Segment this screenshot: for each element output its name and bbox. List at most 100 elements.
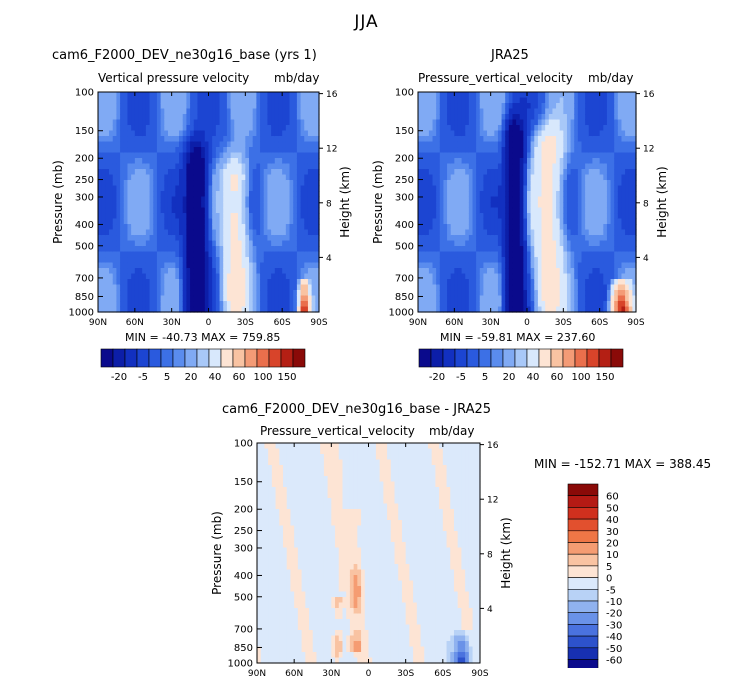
field-cell — [454, 306, 459, 313]
field-cell — [548, 306, 554, 313]
field-cell — [296, 218, 302, 225]
field-cell — [436, 207, 441, 214]
colorbar-swatch — [124, 348, 138, 368]
field-cell — [592, 257, 597, 264]
field-cell — [556, 158, 561, 165]
field-cell — [260, 97, 265, 104]
field-cell — [490, 229, 495, 236]
field-cell — [249, 246, 254, 253]
field-cell — [293, 136, 298, 143]
field-cell — [230, 130, 235, 137]
field-cell — [614, 92, 619, 99]
field-cell — [164, 97, 169, 104]
field-cell — [588, 158, 593, 165]
field-cell — [167, 262, 173, 269]
field-cell — [226, 301, 232, 308]
field-cell — [257, 514, 262, 521]
field-cell — [164, 196, 169, 203]
field-cell — [245, 196, 250, 203]
field-cell — [596, 284, 601, 291]
field-cell — [271, 130, 276, 137]
field-cell — [245, 147, 250, 154]
field-cell — [534, 224, 539, 231]
field-cell — [483, 92, 488, 99]
field-cell — [628, 202, 633, 209]
colorbar-swatch — [550, 348, 564, 368]
x-tick-label: 60S — [274, 318, 291, 328]
field-cell — [296, 130, 302, 137]
field-cell — [606, 273, 612, 280]
field-cell — [512, 273, 517, 280]
field-cell — [116, 235, 121, 242]
field-cell — [512, 130, 517, 137]
field-cell — [285, 257, 291, 264]
field-cell — [512, 284, 517, 291]
field-cell — [443, 306, 448, 313]
field-cell — [167, 163, 173, 170]
field-cell — [632, 301, 637, 308]
field-cell — [454, 97, 459, 104]
field-cell — [577, 301, 583, 308]
field-cell — [599, 235, 604, 242]
field-cell — [588, 290, 593, 297]
field-cell — [112, 163, 118, 170]
field-cell — [610, 268, 615, 275]
field-cell — [260, 290, 265, 297]
field-cell — [134, 136, 140, 143]
field-cell — [252, 295, 257, 302]
field-cell — [476, 108, 481, 115]
field-cell — [534, 290, 539, 297]
field-cell — [428, 218, 434, 225]
field-cell — [171, 97, 176, 104]
field-cell — [483, 284, 488, 291]
field-cell — [428, 136, 434, 143]
field-cell — [454, 257, 459, 264]
field-cell — [186, 147, 191, 154]
field-cell — [120, 262, 125, 269]
field-cell — [617, 207, 623, 214]
field-cell — [581, 251, 586, 258]
field-cell — [603, 295, 608, 302]
field-cell — [432, 185, 437, 192]
field-cell — [610, 163, 615, 170]
field-cell — [450, 268, 455, 275]
field-cell — [160, 218, 165, 225]
field-cell — [574, 108, 579, 115]
field-cell — [274, 196, 280, 203]
field-cell — [425, 147, 430, 154]
field-cell — [215, 257, 221, 264]
field-cell — [98, 92, 103, 99]
field-cell — [252, 180, 257, 187]
field-cell — [439, 152, 445, 159]
field-cell — [432, 268, 437, 275]
field-cell — [534, 202, 539, 209]
field-cell — [156, 163, 162, 170]
field-cell — [112, 196, 118, 203]
field-cell — [153, 196, 158, 203]
field-cell — [479, 147, 484, 154]
field-cell — [614, 191, 619, 198]
field-cell — [289, 158, 294, 165]
field-cell — [197, 191, 202, 198]
field-cell — [545, 218, 550, 225]
field-cell — [581, 92, 586, 99]
field-cell — [599, 147, 604, 154]
field-cell — [566, 103, 572, 110]
field-cell — [271, 119, 276, 126]
field-cell — [101, 273, 106, 280]
field-cell — [245, 185, 250, 192]
field-cell — [311, 152, 316, 159]
field-cell — [621, 196, 626, 203]
field-cell — [109, 218, 114, 225]
field-cell — [171, 257, 176, 264]
field-cell — [425, 229, 430, 236]
field-cell — [260, 152, 265, 159]
field-cell — [494, 152, 499, 159]
field-cell — [278, 213, 283, 220]
field-cell — [418, 191, 423, 198]
field-cell — [260, 229, 265, 236]
field-cell — [552, 306, 557, 313]
field-cell — [465, 114, 470, 121]
field-cell — [614, 284, 619, 291]
field-cell — [487, 202, 492, 209]
